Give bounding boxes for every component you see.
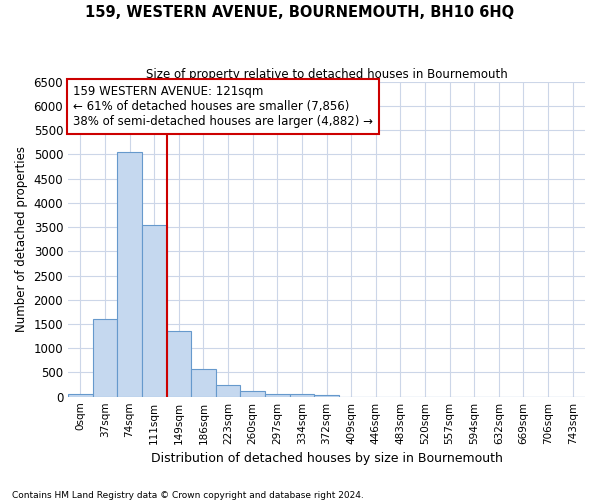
Bar [241,391,265,396]
Bar [314,395,339,396]
Bar [167,332,191,396]
Bar [216,384,241,396]
Text: 159 WESTERN AVENUE: 121sqm
← 61% of detached houses are smaller (7,856)
38% of s: 159 WESTERN AVENUE: 121sqm ← 61% of deta… [73,85,373,128]
Text: 159, WESTERN AVENUE, BOURNEMOUTH, BH10 6HQ: 159, WESTERN AVENUE, BOURNEMOUTH, BH10 6… [85,5,515,20]
Bar [92,319,117,396]
Bar [68,394,92,396]
Y-axis label: Number of detached properties: Number of detached properties [15,146,28,332]
Bar [117,152,142,396]
Text: Contains HM Land Registry data © Crown copyright and database right 2024.: Contains HM Land Registry data © Crown c… [12,490,364,500]
Bar [142,224,167,396]
X-axis label: Distribution of detached houses by size in Bournemouth: Distribution of detached houses by size … [151,452,502,465]
Bar [265,394,290,396]
Bar [290,394,314,396]
Bar [191,368,216,396]
Title: Size of property relative to detached houses in Bournemouth: Size of property relative to detached ho… [146,68,508,80]
